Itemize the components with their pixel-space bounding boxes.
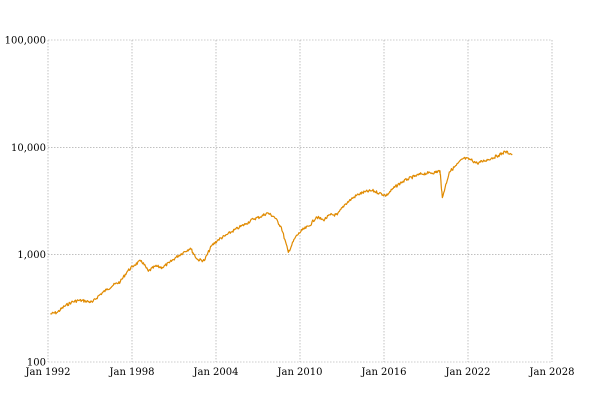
y-axis-ticks: 100 1,000 10,000 100,000 bbox=[5, 36, 46, 369]
series-group bbox=[50, 150, 513, 315]
x-tick-label: Jan 2010 bbox=[276, 367, 322, 378]
y-tick-label: 1,000 bbox=[17, 250, 46, 261]
x-tick-label: Jan 1992 bbox=[24, 367, 70, 378]
x-axis-ticks: Jan 1992 Jan 1998 Jan 2004 Jan 2010 Jan 2016… bbox=[24, 367, 574, 378]
y-tick-label: 100,000 bbox=[5, 36, 46, 47]
x-tick-label: Jan 2016 bbox=[360, 367, 406, 378]
y-tick-label: 100 bbox=[27, 358, 46, 369]
x-tick-label: Jan 2004 bbox=[192, 367, 238, 378]
x-tick-label: Jan 1998 bbox=[108, 367, 154, 378]
y-tick-label: 10,000 bbox=[11, 143, 46, 154]
x-tick-label: Jan 2022 bbox=[444, 367, 490, 378]
x-tick-label: Jan 2028 bbox=[528, 367, 574, 378]
series-line-0 bbox=[50, 150, 513, 315]
grid-lines bbox=[47, 39, 553, 363]
